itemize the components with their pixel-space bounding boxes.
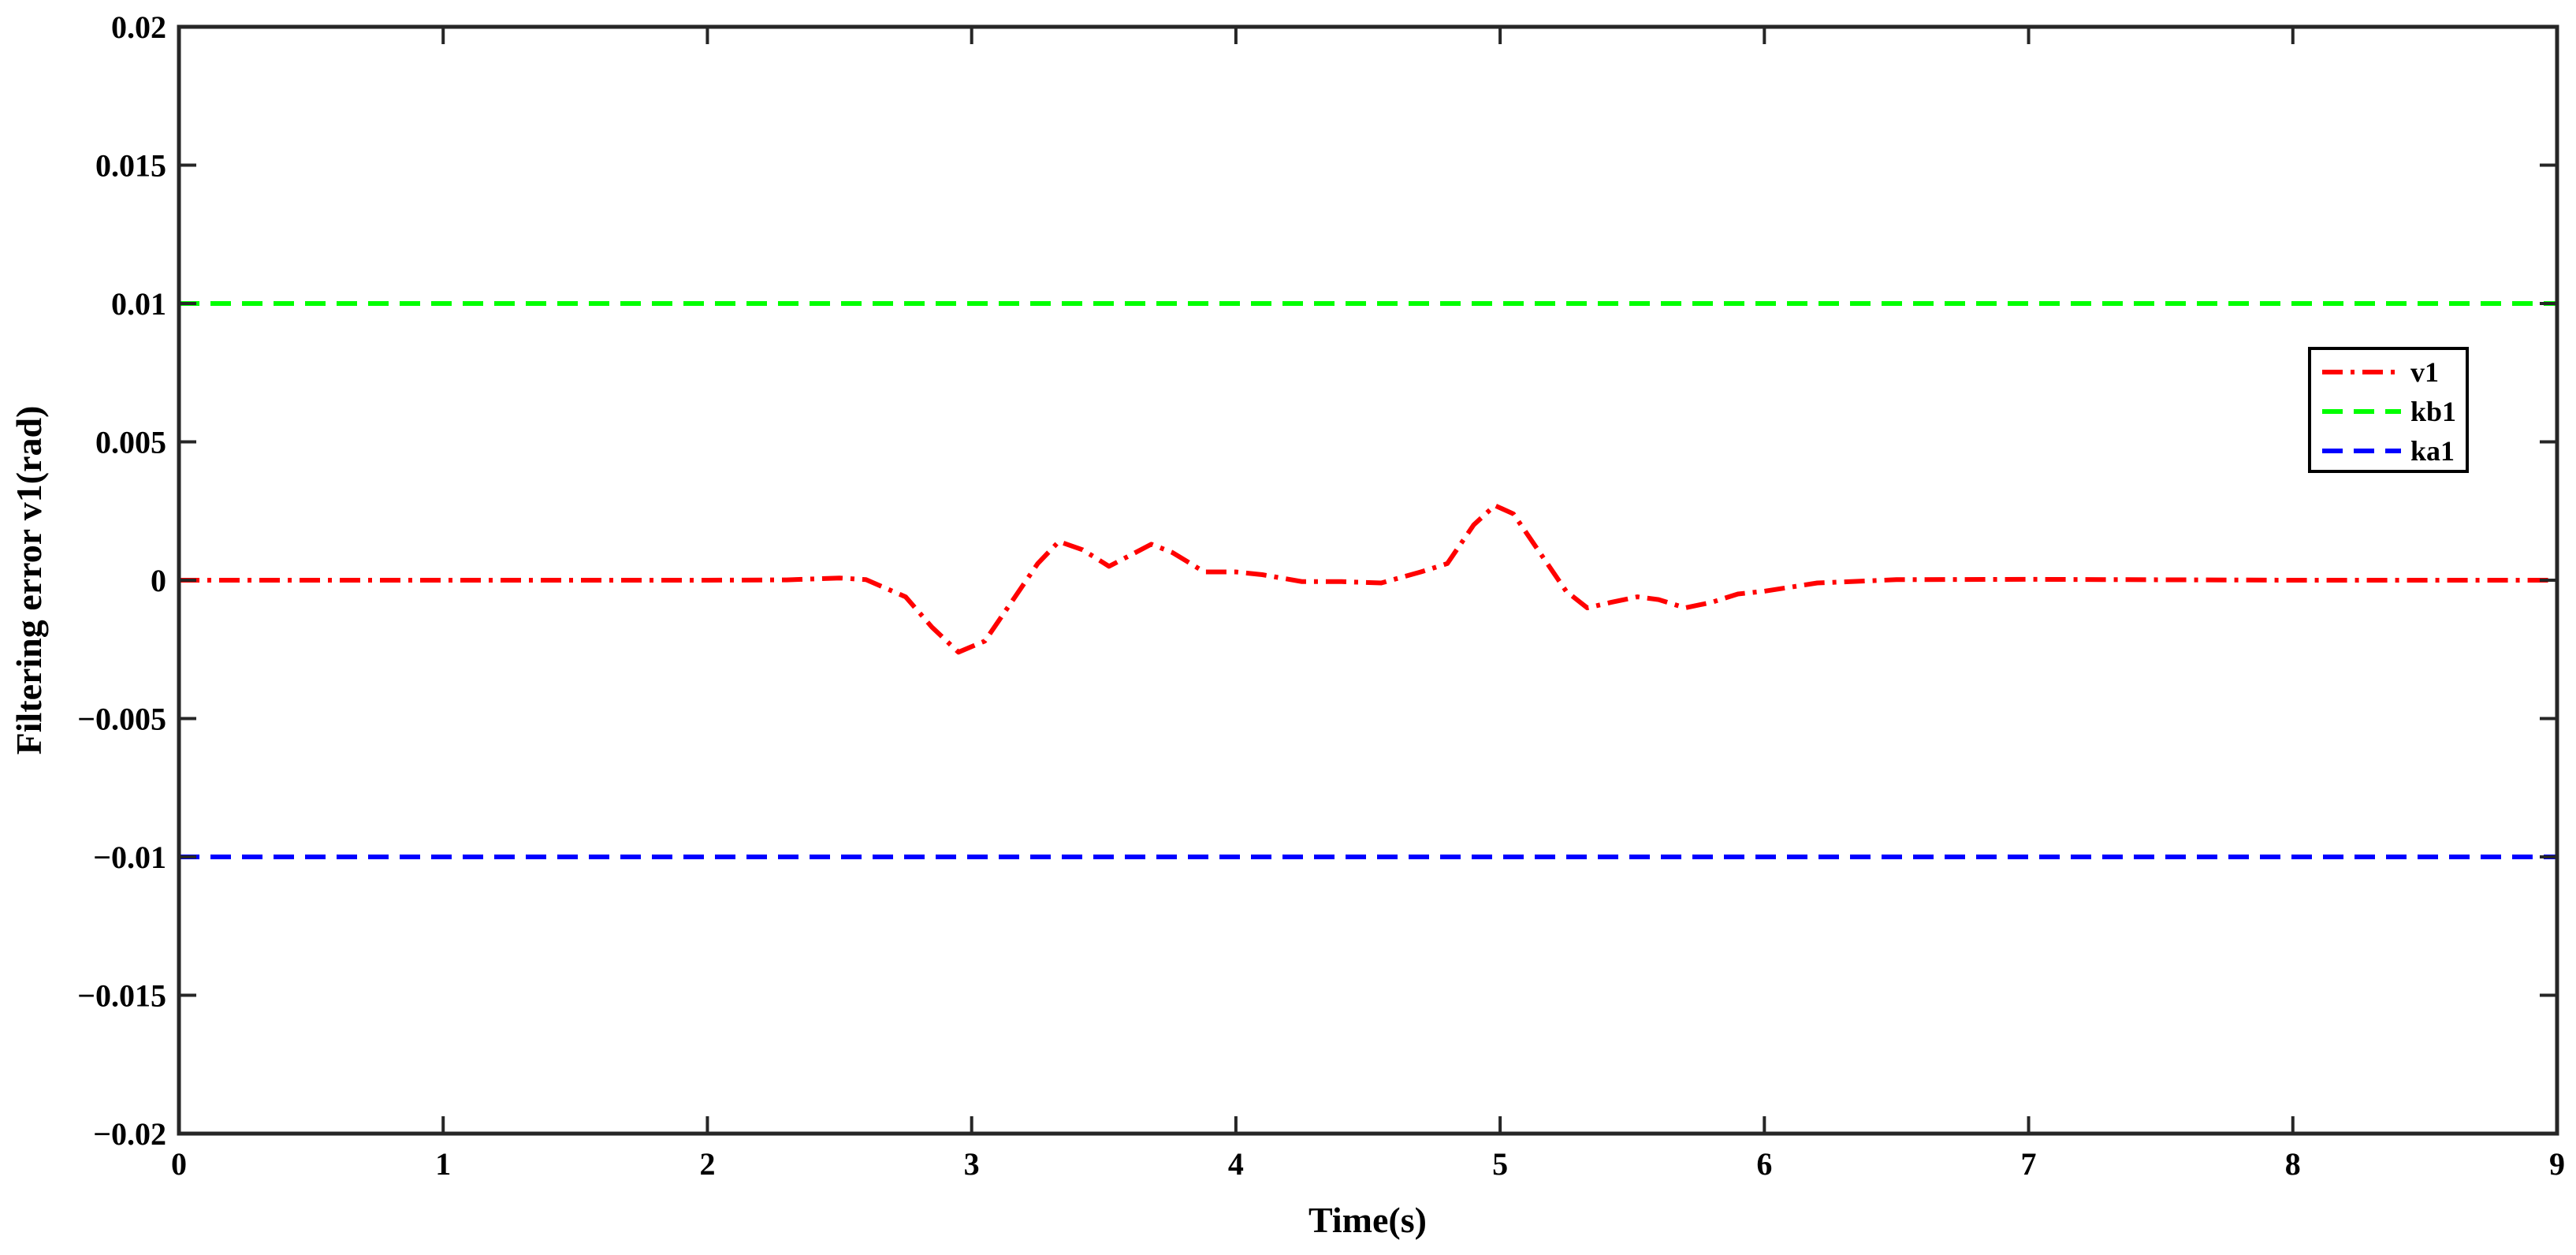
x-tick-label: 4	[1228, 1146, 1244, 1182]
y-axis-title: Filtering error v1(rad)	[9, 406, 49, 755]
y-tick-label: 0.005	[95, 425, 166, 460]
y-tick-label: 0	[151, 563, 166, 598]
legend-label-kb1: kb1	[2410, 396, 2456, 427]
y-tick-label: −0.005	[77, 702, 166, 737]
x-tick-label: 1	[435, 1146, 451, 1182]
y-tick-label: 0.015	[95, 148, 166, 184]
legend-label-ka1: ka1	[2410, 435, 2455, 467]
y-tick-label: −0.01	[93, 840, 166, 875]
x-axis-title: Time(s)	[1308, 1200, 1427, 1240]
y-tick-label: 0.02	[111, 9, 166, 45]
x-tick-label: 0	[171, 1146, 187, 1182]
x-tick-label: 8	[2285, 1146, 2301, 1182]
series-layer	[179, 301, 2557, 859]
x-tick-label: 6	[1756, 1146, 1772, 1182]
x-tick-label: 2	[699, 1146, 715, 1182]
x-tick-label: 3	[964, 1146, 980, 1182]
legend: v1 kb1 ka1	[2308, 347, 2469, 473]
x-tick-label: 9	[2549, 1146, 2565, 1182]
plot-frame	[177, 24, 2559, 1136]
y-tick-label: −0.015	[77, 978, 166, 1014]
x-tick-label: 7	[2021, 1146, 2037, 1182]
y-tick-label: 0.01	[111, 286, 166, 322]
y-tick-label: −0.02	[93, 1116, 166, 1152]
legend-label-v1: v1	[2410, 356, 2439, 388]
ticks-layer: 0 1 2 3 4 5 6 7 8 9 0.02 0.015 0.01 0.005 0 −0.005 −0.01…	[77, 9, 2565, 1182]
series-v1-line	[179, 503, 2557, 655]
x-tick-label: 5	[1492, 1146, 1508, 1182]
